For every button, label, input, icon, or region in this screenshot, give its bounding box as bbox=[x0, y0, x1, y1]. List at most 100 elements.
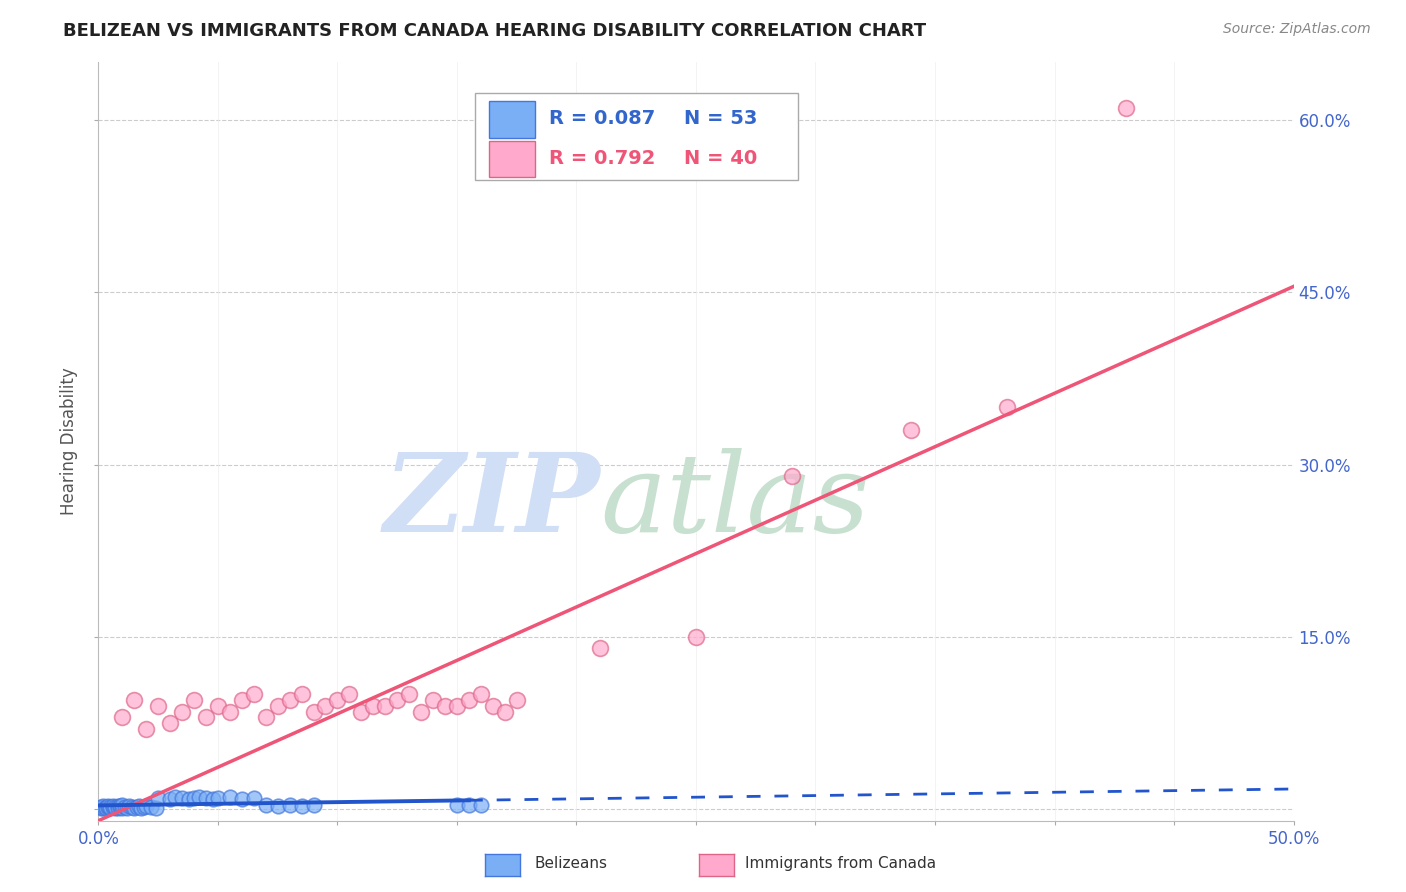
Point bbox=[506, 693, 529, 707]
Point bbox=[94, 801, 117, 815]
Point bbox=[278, 693, 301, 707]
Point bbox=[163, 789, 186, 804]
Point bbox=[398, 687, 420, 701]
Point bbox=[470, 797, 492, 812]
Point bbox=[179, 792, 201, 806]
Point bbox=[243, 687, 266, 701]
Text: atlas: atlas bbox=[600, 449, 870, 556]
Point bbox=[187, 789, 209, 804]
Text: R = 0.087: R = 0.087 bbox=[548, 110, 655, 128]
Point bbox=[108, 798, 131, 813]
Point bbox=[291, 687, 314, 701]
Point bbox=[135, 722, 157, 736]
Point bbox=[111, 710, 134, 724]
Point bbox=[125, 800, 148, 814]
Point bbox=[350, 705, 373, 719]
Point bbox=[101, 798, 124, 813]
Point bbox=[128, 798, 150, 813]
Point bbox=[458, 693, 481, 707]
Point bbox=[94, 800, 117, 814]
Text: N = 53: N = 53 bbox=[685, 110, 758, 128]
Point bbox=[111, 797, 134, 812]
Point bbox=[267, 698, 290, 713]
Point bbox=[326, 693, 349, 707]
Point bbox=[363, 698, 385, 713]
Point bbox=[302, 705, 325, 719]
Point bbox=[124, 693, 146, 707]
Point bbox=[202, 792, 225, 806]
Point bbox=[107, 801, 129, 815]
Point bbox=[159, 716, 181, 731]
Point bbox=[385, 693, 409, 707]
Point bbox=[231, 792, 253, 806]
Point bbox=[148, 698, 170, 713]
Point bbox=[97, 798, 120, 813]
Point bbox=[481, 698, 505, 713]
Point bbox=[267, 798, 290, 813]
Point bbox=[900, 423, 922, 437]
Y-axis label: Hearing Disability: Hearing Disability bbox=[60, 368, 79, 516]
Point bbox=[132, 800, 155, 814]
Point bbox=[148, 790, 170, 805]
Point bbox=[101, 800, 124, 814]
Point bbox=[145, 801, 167, 815]
Bar bbox=[489, 141, 534, 178]
Point bbox=[1115, 102, 1137, 116]
Point bbox=[183, 790, 205, 805]
Point bbox=[139, 800, 162, 814]
Point bbox=[411, 705, 433, 719]
Point bbox=[458, 797, 481, 812]
Point bbox=[207, 698, 229, 713]
Point bbox=[685, 630, 707, 644]
Text: Immigrants from Canada: Immigrants from Canada bbox=[745, 856, 936, 871]
Point bbox=[780, 469, 803, 483]
Point bbox=[172, 790, 194, 805]
Point bbox=[98, 801, 122, 815]
Point bbox=[446, 698, 468, 713]
Point bbox=[302, 797, 325, 812]
Text: R = 0.792: R = 0.792 bbox=[548, 149, 655, 168]
Point bbox=[159, 792, 181, 806]
Point bbox=[98, 800, 122, 814]
Point bbox=[104, 800, 127, 814]
Point bbox=[278, 797, 301, 812]
Point bbox=[121, 800, 143, 814]
Point bbox=[494, 705, 516, 719]
Point bbox=[243, 790, 266, 805]
Point bbox=[107, 798, 129, 813]
Point bbox=[172, 705, 194, 719]
Point bbox=[207, 790, 229, 805]
Point bbox=[91, 798, 114, 813]
Point bbox=[254, 797, 277, 812]
Text: Source: ZipAtlas.com: Source: ZipAtlas.com bbox=[1223, 22, 1371, 37]
Point bbox=[470, 687, 492, 701]
Point bbox=[995, 400, 1018, 414]
Point bbox=[446, 797, 468, 812]
Point bbox=[315, 698, 337, 713]
Point bbox=[135, 798, 157, 813]
Point bbox=[434, 698, 457, 713]
Point bbox=[219, 789, 242, 804]
Point bbox=[91, 801, 114, 815]
Point bbox=[339, 687, 361, 701]
Point bbox=[104, 801, 127, 815]
Point bbox=[90, 801, 112, 815]
Bar bbox=[489, 102, 534, 138]
Text: BELIZEAN VS IMMIGRANTS FROM CANADA HEARING DISABILITY CORRELATION CHART: BELIZEAN VS IMMIGRANTS FROM CANADA HEARI… bbox=[63, 22, 927, 40]
Point bbox=[589, 641, 612, 656]
Point bbox=[114, 800, 136, 814]
Text: ZIP: ZIP bbox=[384, 449, 600, 556]
Text: Belizeans: Belizeans bbox=[534, 856, 607, 871]
Point bbox=[90, 800, 112, 814]
Point bbox=[183, 693, 205, 707]
Point bbox=[291, 798, 314, 813]
Point bbox=[254, 710, 277, 724]
Point bbox=[231, 693, 253, 707]
Point bbox=[124, 801, 146, 815]
Point bbox=[97, 800, 120, 814]
Point bbox=[118, 798, 141, 813]
Point bbox=[422, 693, 444, 707]
Text: N = 40: N = 40 bbox=[685, 149, 758, 168]
Point bbox=[111, 801, 134, 815]
Point bbox=[115, 801, 138, 815]
